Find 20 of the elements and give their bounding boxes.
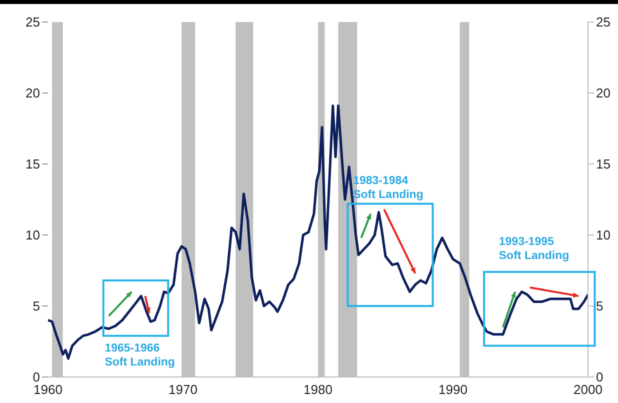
y-tick-label: 10: [26, 228, 40, 243]
y-tick-label: 0: [32, 370, 40, 385]
x-tick-label: 1970: [168, 382, 198, 398]
y-tick-label: 25: [26, 14, 40, 30]
y-tick-label: 15: [26, 156, 40, 172]
y-tick-label: 20: [26, 86, 40, 101]
x-tick-label: 1960: [34, 382, 62, 398]
y2-tick-label: 25: [596, 14, 610, 30]
y-tick-label: 5: [32, 298, 40, 314]
x-tick-label: 1980: [304, 382, 332, 398]
y2-tick-label: 15: [596, 156, 610, 172]
x-tick-label: 1990: [438, 382, 468, 398]
y2-tick-label: 10: [596, 228, 610, 243]
annotation: 1965-1966 Soft Landing: [104, 342, 175, 368]
y2-tick-label: 5: [596, 298, 604, 314]
y2-tick-label: 0: [596, 370, 604, 385]
annotation: 1993-1995 Soft Landing: [498, 236, 570, 262]
annotation: 1983-1984 Soft Landing: [353, 174, 424, 201]
y2-tick-label: 20: [596, 86, 610, 101]
x-tick-label: 2000: [574, 382, 602, 398]
